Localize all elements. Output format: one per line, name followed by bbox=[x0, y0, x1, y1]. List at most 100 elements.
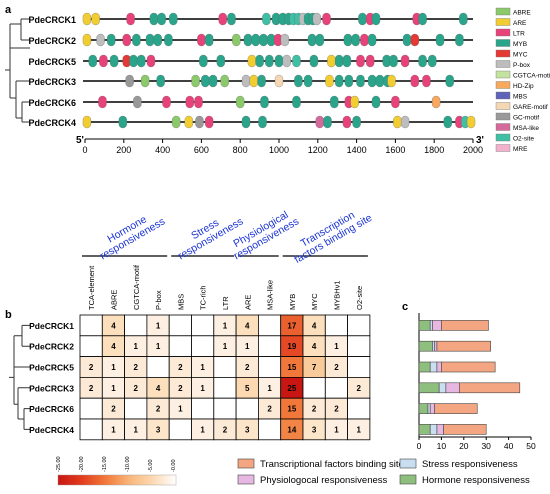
heatmap-value: 1 bbox=[111, 363, 116, 372]
axis-tick-label: 1000 bbox=[269, 145, 289, 155]
heatmap-cell bbox=[79, 314, 103, 337]
heatmap-value: 15 bbox=[287, 405, 296, 414]
motif-abre-mark bbox=[172, 115, 181, 129]
row-label-pdecrck3: PdeCRCK3 bbox=[29, 383, 74, 393]
motif-ltr-mark bbox=[185, 95, 194, 109]
colorbar-tick-label: -10.00 bbox=[125, 456, 131, 472]
legend-swatch-abre bbox=[495, 7, 511, 16]
heatmap-cell bbox=[257, 356, 282, 378]
legend-label-myc: MYC bbox=[513, 52, 528, 59]
motif-myb-mark bbox=[334, 54, 344, 68]
motif-ltr-mark bbox=[366, 54, 375, 68]
motif-p-box-mark bbox=[96, 33, 105, 47]
c-bar-segment bbox=[418, 361, 431, 373]
motif-abre-mark bbox=[232, 33, 241, 47]
column-header-abre: ABRE bbox=[109, 290, 118, 310]
motif-ltr-mark bbox=[410, 74, 419, 88]
legend-swatch-are bbox=[495, 18, 511, 26]
motif-are-mark bbox=[82, 12, 92, 26]
motif-myc-mark bbox=[410, 33, 419, 47]
motif-p-box-mark bbox=[400, 115, 410, 129]
panel-label-c: c bbox=[402, 301, 408, 313]
motif-myb-mark bbox=[418, 12, 427, 26]
motif-ltr-mark bbox=[400, 54, 410, 68]
c-bar-segment bbox=[418, 320, 431, 331]
heatmap-cell bbox=[257, 418, 282, 441]
colorbar-tick-label: -5.00 bbox=[148, 459, 154, 472]
motif-ltr-mark bbox=[322, 12, 331, 26]
axis-start-label: 5' bbox=[76, 135, 84, 146]
legend-swatch-myb bbox=[495, 39, 511, 47]
heatmap-cell bbox=[257, 335, 282, 357]
heatmap-value: 3 bbox=[156, 425, 161, 434]
category-groups: Hormoneresponsiveness Stressresponsivenes… bbox=[82, 206, 374, 266]
heatmap-value: 2 bbox=[245, 363, 250, 372]
heatmap-value: 3 bbox=[245, 425, 250, 434]
c-bar-segment bbox=[436, 361, 442, 373]
panel-label-b: b bbox=[5, 309, 12, 321]
motif-myb-mark bbox=[358, 12, 367, 26]
motif-are-mark bbox=[249, 74, 258, 88]
column-header-myc: MYC bbox=[310, 293, 319, 310]
motif-ltr-mark bbox=[162, 95, 171, 109]
column-headers: TCA-element ABRE CGTCA-motif P-box MBS TC-ric… bbox=[87, 264, 364, 310]
legend-swatch-hd-zip bbox=[495, 81, 511, 89]
motif-myb-mark bbox=[259, 33, 268, 47]
c-x-tick-label: 0 bbox=[417, 441, 422, 451]
group-label: Hormoneresponsiveness bbox=[93, 206, 168, 262]
heatmap-cell bbox=[191, 335, 215, 357]
column-header-p-box: P-box bbox=[154, 290, 163, 310]
column-header-msa-like: MSA-like bbox=[266, 280, 275, 310]
legend-c-label: Hormone responsiveness bbox=[422, 475, 530, 486]
motif-p-box-mark bbox=[280, 33, 289, 47]
c-bar-segment bbox=[429, 320, 433, 331]
heatmap-value: 2 bbox=[89, 363, 94, 372]
motif-myb-mark bbox=[375, 74, 385, 88]
legend-swatch-gc-motif bbox=[495, 112, 511, 121]
heatmap-value: 2 bbox=[357, 384, 362, 393]
axis-tick-label: 800 bbox=[233, 145, 248, 155]
legend-swatch-p-box bbox=[495, 60, 511, 68]
heatmap-cell bbox=[302, 376, 326, 399]
gene-label-pdecrck5: PdeCRCK5 bbox=[28, 57, 76, 67]
motif-myb-mark bbox=[367, 33, 377, 47]
legend-label-o2-site: O2-site bbox=[513, 136, 534, 143]
gene-label-pdecrck4: PdeCRCK4 bbox=[28, 118, 76, 128]
motif-myb-mark bbox=[153, 33, 162, 47]
axis-tick-label: 600 bbox=[194, 145, 209, 155]
motif-are-mark bbox=[393, 115, 402, 129]
panel-c-stacked-bars: 0 10 20 30 40 50 bbox=[417, 313, 536, 451]
legend-swatch-cgtca-motif bbox=[495, 70, 511, 79]
heatmap-cell bbox=[191, 397, 215, 420]
motif-ltr-mark bbox=[194, 95, 203, 109]
heatmap-value: 1 bbox=[267, 384, 272, 393]
motif-myb-mark bbox=[435, 33, 445, 47]
motif-myb-mark bbox=[445, 74, 454, 88]
tree-a-branches bbox=[5, 18, 30, 123]
motif-o2-site-mark bbox=[292, 54, 301, 68]
motif-myb-mark bbox=[323, 115, 332, 129]
legend-swatch-gare-motif bbox=[495, 102, 511, 110]
tree-b-branches bbox=[9, 324, 30, 430]
motif-myb-mark bbox=[352, 115, 361, 129]
heatmap-cell bbox=[257, 314, 282, 337]
motif-ltr-mark bbox=[205, 115, 214, 129]
motif-are-mark bbox=[387, 74, 396, 88]
heatmap-value: 1 bbox=[334, 425, 339, 434]
motif-gc-motif-mark bbox=[133, 95, 142, 109]
colorbar-tick-label: -20.00 bbox=[79, 456, 85, 472]
c-bar-segment bbox=[438, 382, 447, 394]
axis-end-label: 3' bbox=[476, 135, 484, 146]
motif-ltr-mark bbox=[126, 12, 135, 26]
motif-myb-mark bbox=[118, 115, 127, 129]
legend-c-label: Transcriptional factors binding site bbox=[260, 459, 404, 470]
motif-ltr-mark bbox=[422, 74, 431, 88]
motif-myb-mark bbox=[227, 12, 236, 26]
colorbar: -25.00 -20.00 -15.00 -10.00 -5.00 -0.00 bbox=[56, 456, 177, 486]
c-x-tick-label: 10 bbox=[437, 441, 447, 451]
motif-are-mark bbox=[247, 54, 256, 68]
motif-are-mark bbox=[184, 115, 193, 129]
motif-myb-mark bbox=[137, 54, 146, 68]
motif-ltr-mark bbox=[146, 54, 156, 68]
colorbar-tick-label: -0.00 bbox=[171, 459, 177, 472]
